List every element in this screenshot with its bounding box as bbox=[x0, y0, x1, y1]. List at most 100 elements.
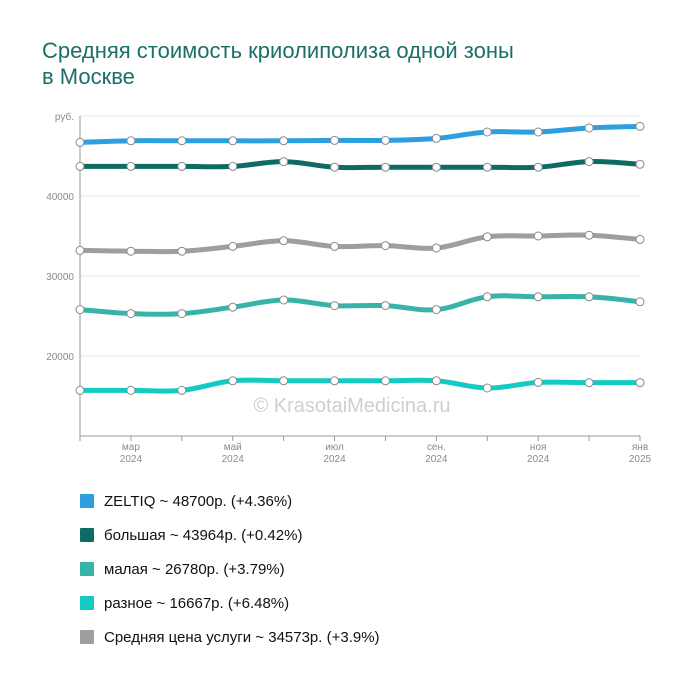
data-point bbox=[584, 292, 594, 302]
data-point bbox=[533, 162, 543, 172]
legend-label: ZELTIQ ~ 48700р. (+4.36%) bbox=[104, 492, 293, 510]
data-point bbox=[228, 376, 238, 386]
data-point bbox=[330, 162, 340, 172]
data-point bbox=[75, 305, 85, 315]
legend-item[interactable]: Средняя цена услуги ~ 34573р. (+3.9%) bbox=[80, 620, 380, 654]
data-point bbox=[279, 236, 289, 246]
data-point bbox=[279, 157, 289, 167]
series-line bbox=[77, 232, 643, 255]
data-point bbox=[126, 385, 136, 395]
x-tick-label-month: ноя bbox=[530, 442, 547, 453]
line-chart: руб.200003000040000мар2024май2024июл2024… bbox=[46, 111, 652, 465]
data-point bbox=[584, 230, 594, 240]
y-tick-label: 30000 bbox=[46, 272, 74, 283]
data-point bbox=[279, 136, 289, 146]
legend-swatch bbox=[80, 596, 94, 610]
data-point bbox=[279, 376, 289, 386]
data-point bbox=[380, 301, 390, 311]
data-point bbox=[228, 241, 238, 251]
data-point bbox=[126, 136, 136, 146]
legend-swatch bbox=[80, 562, 94, 576]
data-point bbox=[380, 135, 390, 145]
series-line bbox=[77, 377, 643, 394]
data-point bbox=[431, 162, 441, 172]
data-point bbox=[126, 309, 136, 319]
data-point bbox=[126, 246, 136, 256]
data-point bbox=[533, 231, 543, 241]
data-point bbox=[635, 297, 645, 307]
x-tick-label-year: 2024 bbox=[222, 454, 245, 465]
series-line bbox=[77, 123, 643, 145]
data-point bbox=[482, 232, 492, 242]
legend-swatch bbox=[80, 528, 94, 542]
x-tick-label-month: июл bbox=[325, 442, 344, 453]
data-point bbox=[635, 378, 645, 388]
data-point bbox=[75, 385, 85, 395]
series-line bbox=[77, 293, 643, 317]
y-tick-label: 20000 bbox=[46, 352, 74, 363]
data-point bbox=[533, 377, 543, 387]
data-point bbox=[330, 241, 340, 251]
data-point bbox=[126, 161, 136, 171]
data-point bbox=[584, 157, 594, 167]
data-point bbox=[431, 243, 441, 253]
data-point bbox=[431, 376, 441, 386]
data-point bbox=[177, 385, 187, 395]
x-tick-label-year: 2024 bbox=[425, 454, 448, 465]
data-point bbox=[279, 295, 289, 305]
data-point bbox=[431, 305, 441, 315]
data-point bbox=[228, 302, 238, 312]
data-point bbox=[228, 136, 238, 146]
legend-item[interactable]: разное ~ 16667р. (+6.48%) bbox=[80, 586, 380, 620]
data-point bbox=[635, 234, 645, 244]
data-point bbox=[228, 161, 238, 171]
data-point bbox=[177, 309, 187, 319]
data-point bbox=[75, 137, 85, 147]
x-tick-label-year: 2025 bbox=[629, 454, 652, 465]
legend-label: разное ~ 16667р. (+6.48%) bbox=[104, 594, 290, 612]
data-point bbox=[584, 123, 594, 133]
data-point bbox=[482, 383, 492, 393]
data-point bbox=[380, 376, 390, 386]
data-point bbox=[380, 162, 390, 172]
legend-item[interactable]: ZELTIQ ~ 48700р. (+4.36%) bbox=[80, 484, 380, 518]
x-tick-label-month: мар bbox=[122, 442, 140, 453]
data-point bbox=[482, 292, 492, 302]
data-point bbox=[330, 135, 340, 145]
legend-label: большая ~ 43964р. (+0.42%) bbox=[104, 526, 303, 544]
data-point bbox=[330, 376, 340, 386]
chart-title: Средняя стоимость криолиполиза одной зон… bbox=[42, 38, 642, 90]
chart-legend: ZELTIQ ~ 48700р. (+4.36%) большая ~ 43964… bbox=[80, 484, 380, 654]
data-point bbox=[177, 136, 187, 146]
data-point bbox=[330, 301, 340, 311]
watermark-text: © KrasotaiMedicina.ru bbox=[253, 395, 450, 417]
series-line bbox=[77, 159, 643, 171]
legend-item[interactable]: большая ~ 43964р. (+0.42%) bbox=[80, 518, 380, 552]
x-tick-label-year: 2024 bbox=[323, 454, 346, 465]
legend-swatch bbox=[80, 494, 94, 508]
data-point bbox=[431, 133, 441, 143]
chart-title-line-1: Средняя стоимость криолиполиза одной зон… bbox=[42, 38, 514, 63]
data-point bbox=[533, 127, 543, 137]
data-point bbox=[380, 241, 390, 251]
data-point bbox=[177, 161, 187, 171]
data-point bbox=[533, 292, 543, 302]
data-point bbox=[177, 246, 187, 256]
data-point bbox=[482, 162, 492, 172]
x-tick-label-month: янв bbox=[632, 442, 648, 453]
y-tick-label: 40000 bbox=[46, 192, 74, 203]
data-point bbox=[635, 159, 645, 169]
x-tick-label-year: 2024 bbox=[527, 454, 550, 465]
data-point bbox=[482, 127, 492, 137]
x-tick-label-month: сен. bbox=[427, 442, 446, 453]
chart-title-line-2: в Москве bbox=[42, 64, 135, 89]
y-axis-unit-label: руб. bbox=[55, 111, 74, 123]
data-point bbox=[75, 245, 85, 255]
x-tick-label-month: май bbox=[224, 442, 242, 453]
legend-label: Средняя цена услуги ~ 34573р. (+3.9%) bbox=[104, 628, 380, 646]
legend-label: малая ~ 26780р. (+3.79%) bbox=[104, 560, 285, 578]
legend-item[interactable]: малая ~ 26780р. (+3.79%) bbox=[80, 552, 380, 586]
data-point bbox=[635, 121, 645, 131]
legend-swatch bbox=[80, 630, 94, 644]
x-tick-label-year: 2024 bbox=[120, 454, 143, 465]
